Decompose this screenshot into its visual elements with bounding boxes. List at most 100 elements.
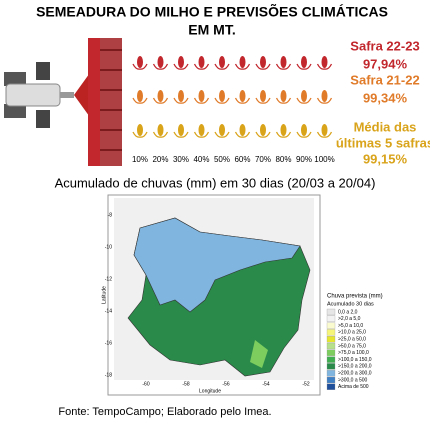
corn-icon bbox=[280, 56, 287, 68]
map-x-tick: -52 bbox=[302, 381, 309, 387]
legend-label: >75,0 a 100,0 bbox=[338, 350, 369, 356]
scale-label: 100% bbox=[314, 155, 334, 164]
corn-leaf bbox=[152, 131, 169, 138]
scale-label: 70% bbox=[255, 155, 271, 164]
corn-leaf bbox=[173, 97, 189, 104]
legend-label: >25,0 a 50,0 bbox=[338, 337, 366, 343]
corn-icon bbox=[219, 90, 225, 102]
corn-leaf bbox=[296, 63, 312, 70]
corn-leaf bbox=[234, 63, 251, 70]
corn-leaf bbox=[193, 131, 210, 138]
corn-icon bbox=[321, 56, 328, 68]
map-x-tick: -56 bbox=[222, 381, 229, 387]
corn-icon bbox=[178, 56, 184, 68]
corn-leaf bbox=[214, 131, 230, 138]
corn-icon bbox=[260, 124, 266, 136]
corn-icon bbox=[137, 90, 143, 102]
legend-subtitle: Acumulado 30 dias bbox=[327, 301, 374, 307]
row-value: 99,34% bbox=[363, 90, 408, 105]
corn-leaf bbox=[296, 131, 312, 138]
corn-icon bbox=[219, 124, 225, 136]
map-x-tick: -54 bbox=[262, 381, 269, 387]
scale-label: 30% bbox=[173, 155, 189, 164]
corn-leaf bbox=[275, 131, 292, 138]
corn-leaf bbox=[193, 97, 210, 104]
corn-icon bbox=[219, 56, 225, 68]
row-value: 99,15% bbox=[363, 151, 408, 166]
corn-icon bbox=[198, 90, 205, 102]
corn-leaf bbox=[214, 63, 230, 70]
title: EM MT. bbox=[188, 22, 235, 38]
corn-leaf bbox=[316, 131, 333, 138]
rain-zone bbox=[250, 340, 268, 368]
legend-label: 0,0 a 2,0 bbox=[338, 309, 358, 315]
scale-label: 90% bbox=[296, 155, 312, 164]
corn-icon bbox=[239, 90, 246, 102]
scale-label: 20% bbox=[152, 155, 168, 164]
scale-label: 40% bbox=[193, 155, 209, 164]
map-x-label: Longitude bbox=[199, 388, 221, 394]
corn-icon bbox=[260, 90, 266, 102]
corn-icon bbox=[178, 90, 184, 102]
corn-icon bbox=[157, 124, 164, 136]
corn-icon bbox=[239, 56, 246, 68]
legend-swatch bbox=[326, 349, 336, 356]
corn-leaf bbox=[152, 97, 169, 104]
map-y-label: Latitude bbox=[101, 286, 107, 304]
rain-zone bbox=[133, 217, 301, 313]
map-x-tick: -58 bbox=[182, 381, 189, 387]
legend-swatch bbox=[326, 315, 336, 322]
corn-icon bbox=[260, 56, 266, 68]
corn-leaf bbox=[173, 131, 189, 138]
map-y-tick: -10 bbox=[105, 244, 112, 250]
legend-label: >5,0 a 10,0 bbox=[338, 323, 363, 329]
corn-icon bbox=[280, 124, 287, 136]
row-label: Média das bbox=[354, 119, 417, 134]
corn-leaf bbox=[214, 97, 230, 104]
corn-icon bbox=[301, 56, 307, 68]
row-label: Safra 22-23 bbox=[350, 38, 419, 53]
corn-icon bbox=[280, 90, 287, 102]
legend-label: >100,0 a 150,0 bbox=[338, 357, 372, 363]
corn-icon bbox=[321, 90, 328, 102]
scale-label: 10% bbox=[132, 155, 148, 164]
row-value: 97,94% bbox=[363, 56, 408, 71]
title: SEMEADURA DO MILHO E PREVISÕES CLIMÁTICA… bbox=[36, 3, 388, 20]
map-title: Acumulado de chuvas (mm) em 30 dias (20/… bbox=[55, 175, 376, 190]
legend-swatch bbox=[326, 376, 336, 384]
scale-label: 60% bbox=[234, 155, 250, 164]
corn-leaf bbox=[152, 63, 169, 70]
legend-label: >200,0 a 300,0 bbox=[338, 371, 372, 377]
legend-label: >150,0 a 200,0 bbox=[338, 364, 372, 370]
corn-icon bbox=[239, 124, 246, 136]
corn-leaf bbox=[193, 63, 210, 70]
legend-swatch bbox=[326, 383, 336, 390]
corn-icon bbox=[321, 124, 328, 136]
corn-icon bbox=[301, 90, 307, 102]
scale-label: 80% bbox=[275, 155, 291, 164]
legend-title: Chuva prevista (mm) bbox=[327, 294, 383, 300]
corn-leaf bbox=[255, 63, 271, 70]
corn-icon bbox=[178, 124, 184, 136]
corn-leaf bbox=[132, 63, 148, 70]
legend-swatch bbox=[326, 363, 336, 370]
corn-leaf bbox=[234, 131, 251, 138]
corn-leaf bbox=[255, 97, 271, 104]
legend-swatch bbox=[326, 336, 336, 343]
corn-icon bbox=[301, 124, 307, 136]
legend-swatch bbox=[326, 370, 336, 377]
legend-label: Acima de 500 bbox=[338, 384, 369, 390]
row-label: Safra 21-22 bbox=[350, 72, 419, 87]
corn-icon bbox=[137, 56, 143, 68]
corn-leaf bbox=[296, 97, 312, 104]
corn-leaf bbox=[234, 97, 251, 104]
corn-icon bbox=[157, 90, 164, 102]
corn-leaf bbox=[173, 63, 189, 70]
legend-label: >10,0 a 25,0 bbox=[338, 330, 366, 336]
scale-label: 50% bbox=[214, 155, 230, 164]
legend-label: >300,0 a 500 bbox=[338, 377, 368, 383]
corn-leaf bbox=[132, 97, 148, 104]
legend-swatch bbox=[326, 329, 336, 336]
legend-swatch bbox=[326, 308, 336, 316]
legend-swatch bbox=[326, 322, 336, 329]
